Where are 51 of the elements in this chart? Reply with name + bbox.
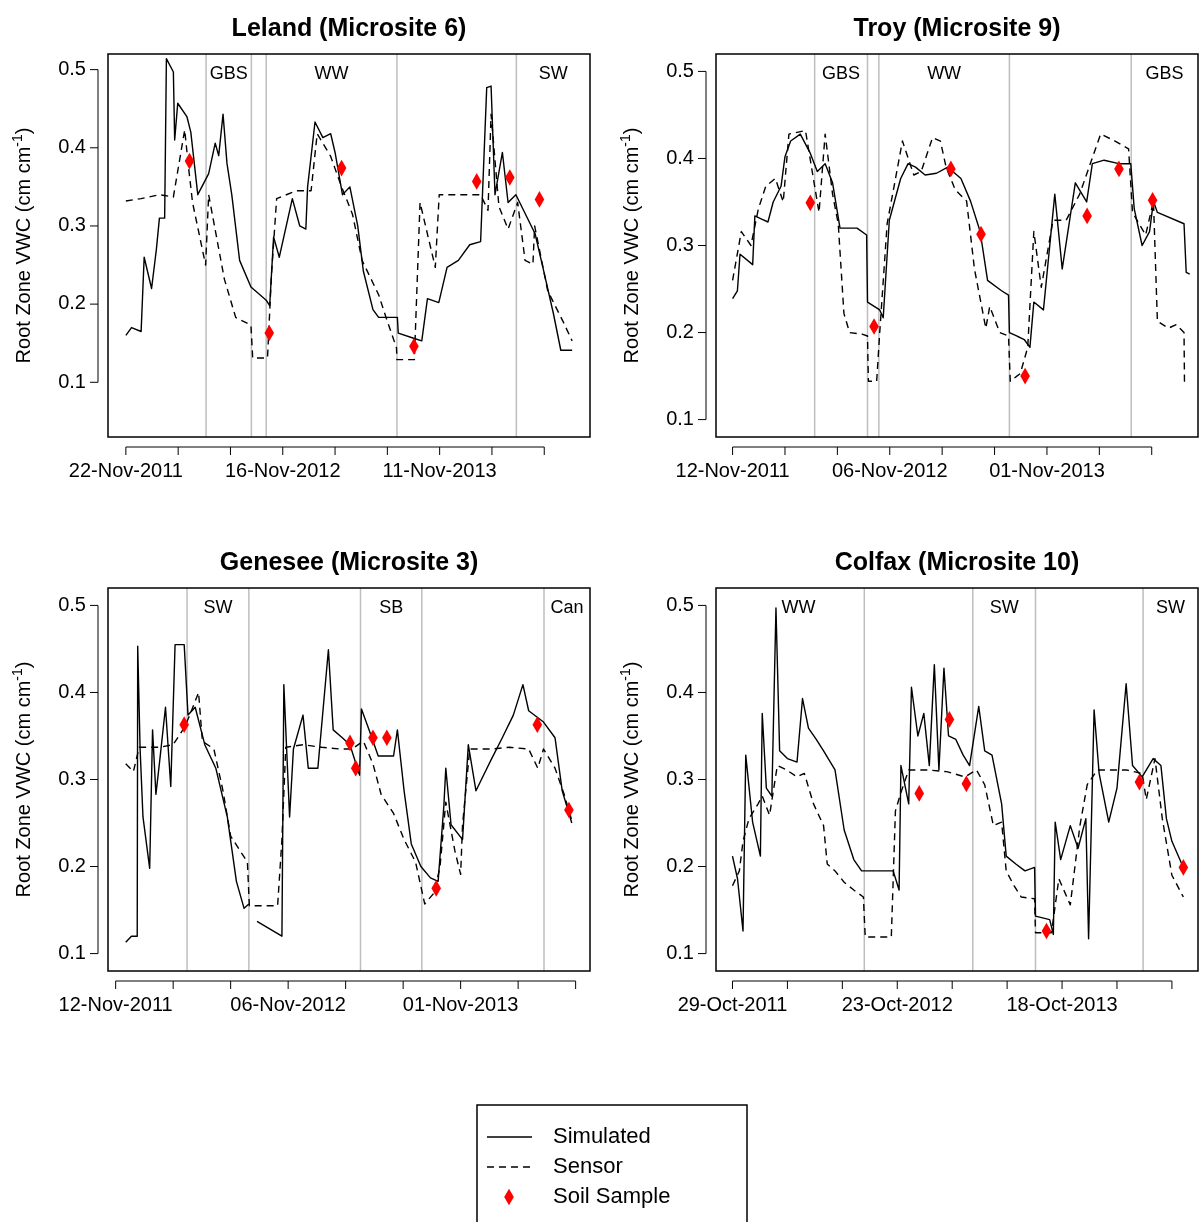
annotation: SW xyxy=(1156,597,1186,617)
y-tick-label: 0.3 xyxy=(58,213,86,236)
legend-label: Simulated xyxy=(553,1122,651,1148)
y-tick-label: 0.5 xyxy=(58,592,86,615)
annotation: GBS xyxy=(822,63,861,83)
y-tick-label: 0.2 xyxy=(666,853,694,876)
y-tick-label: 0.5 xyxy=(58,56,86,79)
annotation: SW xyxy=(203,597,233,617)
annotation: SB xyxy=(379,597,404,617)
annotation: GBS xyxy=(209,63,248,83)
annotation: GBS xyxy=(1145,63,1184,83)
legend-label: Sensor xyxy=(553,1152,623,1178)
x-tick-label: 29-Oct-2011 xyxy=(677,993,788,1015)
y-tick-label: 0.4 xyxy=(58,679,86,702)
y-tick-label: 0.5 xyxy=(666,58,694,81)
y-tick-label: 0.1 xyxy=(58,369,86,392)
annotation: SW xyxy=(989,597,1019,617)
chart-title: Troy (Microsite 9) xyxy=(853,13,1061,41)
x-tick-label: 01-Nov-2013 xyxy=(989,459,1105,481)
x-tick-label: 12-Nov-2011 xyxy=(58,993,173,1015)
chart-title: Genesee (Microsite 3) xyxy=(219,547,479,575)
annotation: Can xyxy=(550,597,584,617)
annotation: WW xyxy=(927,63,962,83)
chart-title: Colfax (Microsite 10) xyxy=(834,547,1080,575)
x-tick-label: 06-Nov-2012 xyxy=(831,459,948,481)
y-tick-label: 0.4 xyxy=(666,145,694,168)
x-tick-label: 23-Oct-2012 xyxy=(841,993,953,1015)
x-tick-label: 22-Nov-2011 xyxy=(68,459,183,481)
y-tick-label: 0.3 xyxy=(666,766,694,789)
y-tick-label: 0.2 xyxy=(58,291,86,314)
y-tick-label: 0.1 xyxy=(666,406,694,429)
y-tick-label: 0.3 xyxy=(58,766,86,789)
x-tick-label: 12-Nov-2011 xyxy=(675,459,790,481)
y-tick-label: 0.2 xyxy=(58,853,86,876)
y-tick-label: 0.2 xyxy=(666,319,694,342)
y-tick-label: 0.1 xyxy=(666,940,694,963)
y-tick-label: 0.3 xyxy=(666,232,694,255)
x-tick-label: 06-Nov-2012 xyxy=(230,993,346,1015)
legend-label: Soil Sample xyxy=(553,1182,671,1208)
annotation: WW xyxy=(781,597,816,617)
x-tick-label: 01-Nov-2013 xyxy=(402,993,519,1015)
y-tick-label: 0.1 xyxy=(58,940,86,963)
x-tick-label: 16-Nov-2012 xyxy=(224,459,341,481)
chart-title: Leland (Microsite 6) xyxy=(231,13,467,41)
annotation: WW xyxy=(314,63,349,83)
y-tick-label: 0.4 xyxy=(666,679,694,702)
x-tick-label: 11-Nov-2013 xyxy=(382,459,497,481)
x-tick-label: 18-Oct-2013 xyxy=(1006,993,1118,1015)
y-tick-label: 0.4 xyxy=(58,135,86,158)
annotation: SW xyxy=(538,63,568,83)
y-tick-label: 0.5 xyxy=(666,592,694,615)
